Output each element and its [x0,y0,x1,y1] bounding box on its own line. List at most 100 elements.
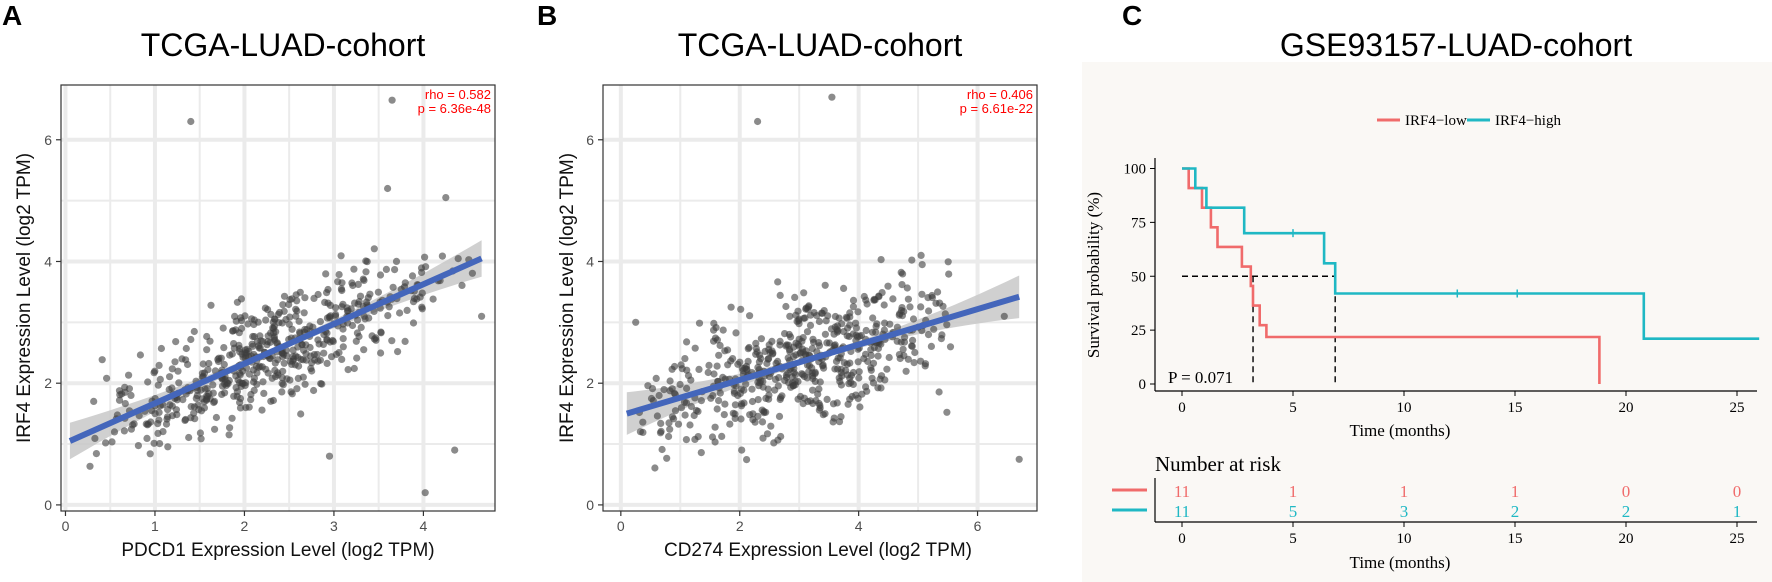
data-point [831,365,839,373]
legend-label-irf4-high: IRF4−high [1495,113,1561,129]
data-point [199,360,207,368]
data-point [834,322,842,330]
data-point [144,420,152,428]
data-point [148,407,156,415]
km-median-lines [1182,275,1336,384]
data-point [652,374,660,382]
data-point [335,271,343,279]
data-point [738,446,746,454]
data-point [655,391,663,400]
data-point [828,93,836,101]
data-point [762,394,770,402]
data-point [927,342,936,350]
data-point [704,368,712,377]
data-point [668,413,677,421]
data-point [323,314,331,322]
data-point [806,321,815,329]
data-point [776,337,784,345]
data-point [377,329,385,337]
data-point [301,294,309,302]
data-point [713,362,721,370]
data-point [225,431,233,439]
data-point [409,298,418,306]
panel-a-fit-line [68,255,483,444]
data-point [207,301,215,309]
data-point [671,407,680,415]
km-x-tick-label: 25 [1730,400,1745,416]
data-point [720,411,728,419]
data-point [854,358,862,366]
data-point [695,365,703,373]
km-x-tick-label: 15 [1508,400,1523,416]
risk-count: 2 [1622,502,1631,521]
data-point [250,333,258,341]
data-point [308,367,316,375]
data-point [742,362,751,370]
data-point [233,298,241,306]
data-point [719,326,727,334]
data-point [818,309,826,317]
data-point [292,291,300,299]
data-point [770,439,778,447]
data-point [338,286,346,295]
data-point [897,268,905,276]
data-point [323,359,331,367]
data-point [666,377,674,385]
data-point [171,358,179,366]
data-point [821,330,830,338]
data-point [899,345,907,353]
panel-a: A TCGA-LUAD-cohort 0 1 2 3 4 0 2 4 6 rho = 0.582… [2,0,496,561]
data-point [310,386,318,395]
km-x-tick-label: 5 [1289,400,1297,416]
data-point [294,374,302,382]
panel-b-pvalue: p = 6.61e-22 [960,101,1033,116]
data-point [259,338,267,346]
y-tick-label: 6 [44,132,52,148]
data-point [852,319,860,327]
data-point [115,396,124,404]
data-point [737,402,746,410]
data-point [242,404,250,412]
data-point [204,366,212,374]
data-point [862,296,870,304]
data-point [266,355,274,363]
data-point [737,305,745,313]
data-point [438,252,446,260]
data-point [182,356,190,364]
data-point [458,281,466,289]
data-point [752,344,760,353]
data-point [775,374,783,382]
data-point [776,291,784,299]
data-point [884,282,892,290]
data-point [418,289,426,297]
data-point [889,295,897,303]
data-point [815,317,824,326]
data-point [442,194,450,202]
data-point [288,325,296,333]
data-point [718,432,726,440]
data-point [335,349,343,357]
panel-a-grid [61,85,495,511]
risk-count: 11 [1174,502,1190,521]
data-point [710,319,718,327]
data-point [364,294,372,302]
data-point [665,419,673,427]
data-point [220,344,228,352]
data-point [823,339,831,347]
data-point [421,489,429,497]
data-point [653,412,662,420]
panel-b-points [632,93,1023,472]
data-point [293,307,301,315]
data-point [270,334,278,343]
data-point [197,435,205,443]
data-point [918,261,926,269]
data-point [247,390,255,399]
data-point [421,253,429,261]
regression-line [68,255,483,444]
data-point [765,345,773,354]
data-point [275,308,284,317]
data-point [809,386,817,394]
data-point [243,345,251,353]
data-point [674,420,683,428]
data-point [247,396,255,404]
